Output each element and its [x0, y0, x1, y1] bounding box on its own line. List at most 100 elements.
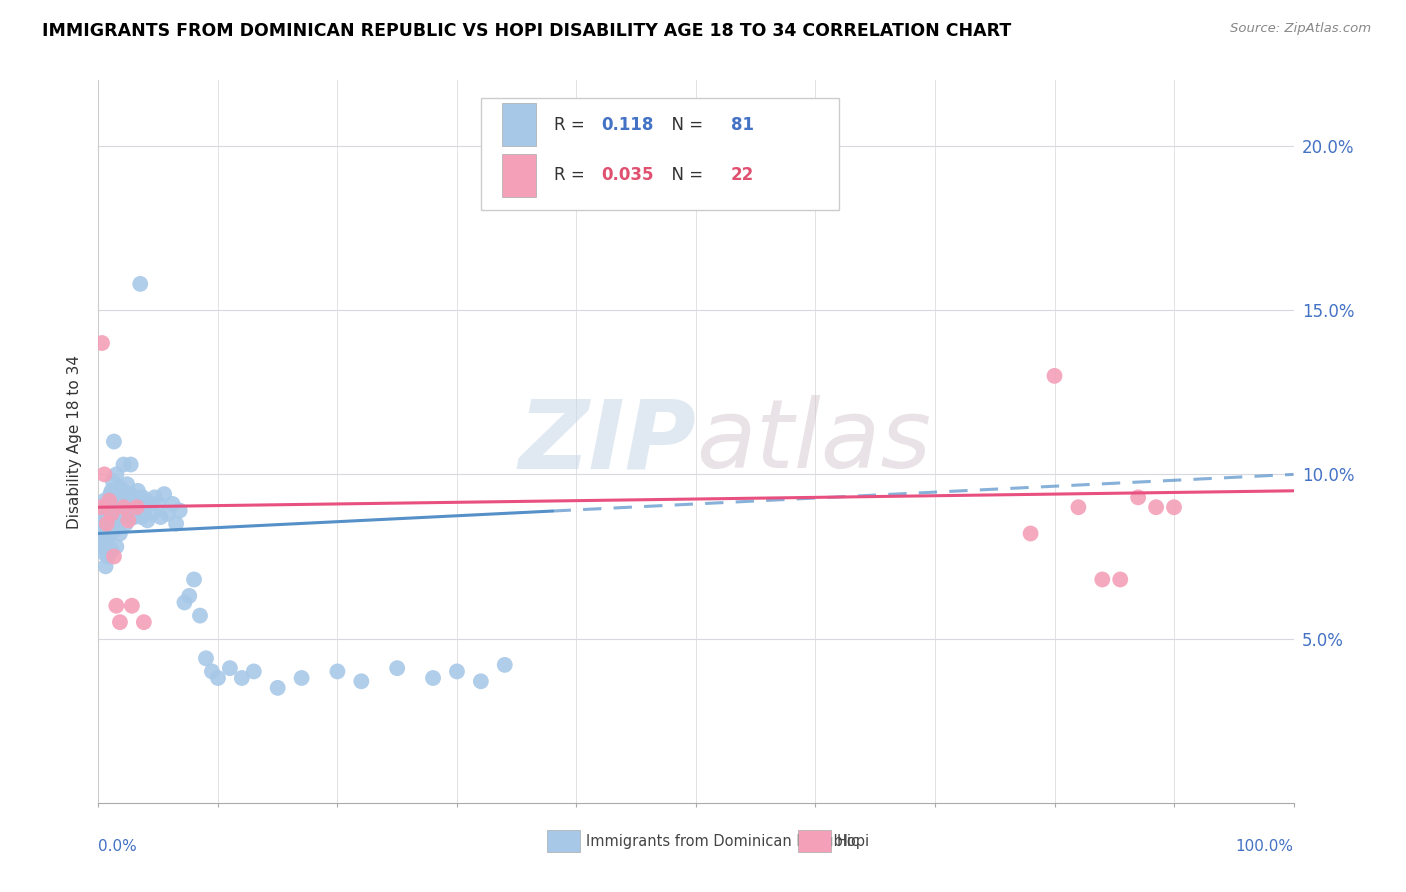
Point	[94, 559, 117, 574]
Point	[385, 661, 409, 675]
Point	[165, 516, 187, 531]
Point	[112, 458, 135, 472]
Point	[1144, 500, 1167, 515]
Y-axis label: Disability Age 18 to 34: Disability Age 18 to 34	[67, 354, 83, 529]
Point	[156, 507, 179, 521]
Point	[91, 507, 114, 521]
Point	[100, 542, 122, 557]
Point	[107, 510, 129, 524]
Point	[91, 336, 114, 351]
Point	[326, 665, 349, 679]
Point	[121, 599, 143, 613]
Point	[135, 493, 157, 508]
Point	[149, 510, 172, 524]
Point	[97, 530, 120, 544]
Point	[153, 487, 176, 501]
Point	[231, 671, 253, 685]
Text: R =: R =	[554, 116, 589, 134]
Point	[1019, 526, 1042, 541]
Point	[148, 497, 170, 511]
Text: ZIP: ZIP	[517, 395, 696, 488]
Point	[107, 491, 129, 505]
Text: 81: 81	[731, 116, 754, 134]
Point	[143, 491, 166, 505]
Point	[105, 540, 128, 554]
Text: Immigrants from Dominican Republic: Immigrants from Dominican Republic	[586, 834, 859, 848]
Point	[117, 507, 139, 521]
Point	[132, 507, 155, 521]
Point	[96, 510, 118, 524]
Point	[494, 657, 516, 672]
Point	[120, 458, 142, 472]
Point	[108, 526, 131, 541]
Point	[446, 665, 468, 679]
FancyBboxPatch shape	[547, 830, 581, 852]
Text: 22: 22	[731, 166, 754, 185]
Point	[96, 536, 118, 550]
Point	[112, 500, 135, 515]
Point	[243, 665, 266, 679]
Point	[422, 671, 444, 685]
Point	[98, 500, 121, 515]
Point	[118, 487, 141, 501]
Point	[100, 483, 122, 498]
Point	[100, 507, 122, 521]
Point	[90, 526, 112, 541]
Text: N =: N =	[661, 166, 709, 185]
Point	[105, 599, 128, 613]
Point	[103, 434, 125, 449]
Point	[128, 497, 150, 511]
Point	[91, 533, 114, 547]
Text: 0.0%: 0.0%	[98, 838, 138, 854]
Point	[139, 497, 162, 511]
Point	[162, 497, 184, 511]
FancyBboxPatch shape	[797, 830, 831, 852]
Point	[1091, 573, 1114, 587]
Point	[129, 277, 152, 291]
Point	[131, 510, 153, 524]
Point	[125, 503, 148, 517]
Point	[470, 674, 492, 689]
Point	[183, 573, 205, 587]
Point	[207, 671, 229, 685]
Point	[1163, 500, 1185, 515]
Text: Hopi: Hopi	[837, 834, 870, 848]
Point	[195, 651, 218, 665]
Point	[132, 615, 155, 630]
Text: Source: ZipAtlas.com: Source: ZipAtlas.com	[1230, 22, 1371, 36]
Text: atlas: atlas	[696, 395, 931, 488]
Point	[117, 513, 139, 527]
Point	[108, 481, 131, 495]
Point	[131, 491, 153, 505]
Point	[98, 493, 121, 508]
Point	[108, 615, 131, 630]
Point	[93, 467, 115, 482]
Point	[121, 500, 143, 515]
Point	[1067, 500, 1090, 515]
Point	[101, 507, 124, 521]
Point	[105, 467, 128, 482]
FancyBboxPatch shape	[502, 153, 536, 197]
Point	[114, 497, 136, 511]
Text: R =: R =	[554, 166, 589, 185]
Point	[104, 493, 127, 508]
Point	[127, 483, 149, 498]
Point	[267, 681, 290, 695]
Point	[91, 516, 114, 531]
Point	[111, 483, 134, 498]
Point	[98, 487, 122, 501]
Point	[115, 477, 138, 491]
Point	[96, 516, 118, 531]
Point	[97, 549, 120, 564]
Point	[115, 516, 138, 531]
Text: IMMIGRANTS FROM DOMINICAN REPUBLIC VS HOPI DISABILITY AGE 18 TO 34 CORRELATION C: IMMIGRANTS FROM DOMINICAN REPUBLIC VS HO…	[42, 22, 1011, 40]
Point	[1043, 368, 1066, 383]
Point	[98, 513, 122, 527]
Text: 0.035: 0.035	[602, 166, 654, 185]
FancyBboxPatch shape	[502, 103, 536, 146]
Point	[188, 608, 211, 623]
Point	[124, 510, 146, 524]
Point	[291, 671, 314, 685]
Point	[125, 500, 148, 515]
Point	[179, 589, 201, 603]
